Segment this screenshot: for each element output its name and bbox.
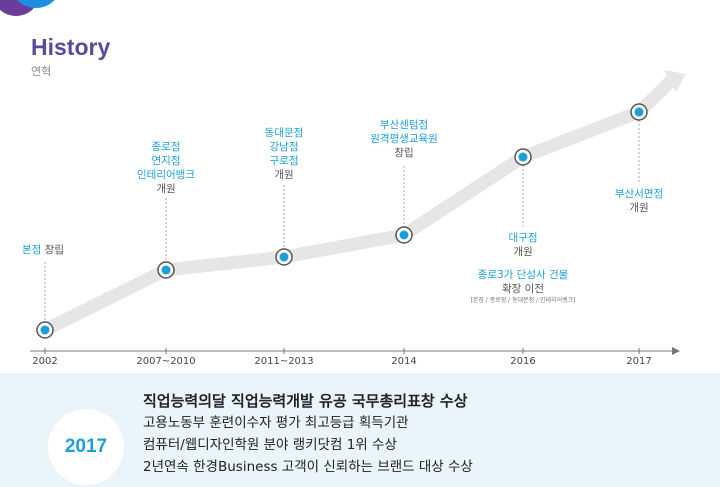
event-line: 원격평생교육원 [370, 133, 438, 145]
marker-2007 [157, 261, 175, 279]
event-2017: 부산서면점 개원 [599, 187, 679, 215]
page-subtitle: 연혁 [31, 65, 52, 78]
event-line: 종로3가 단성사 건물 [477, 269, 569, 281]
award-item: 고용노동부 훈련이수자 평가 최고등급 획득기관 [143, 415, 409, 431]
axis-label-2014: 2014 [391, 356, 417, 367]
event-line: 부산센텀점 [379, 119, 429, 131]
event-line: 연지점 [151, 155, 181, 167]
corner-decoration [0, 0, 55, 16]
event-line: 강남점 [269, 141, 299, 153]
marker-2002 [36, 321, 54, 339]
event-2016-daegu: 대구점 개원 [493, 231, 553, 259]
marker-2011 [275, 248, 293, 266]
timeline-markers [36, 103, 648, 339]
event-action: 개원 [274, 169, 294, 181]
axis-label-2007-2010: 2007~2010 [136, 356, 196, 367]
axis-label-2017: 2017 [626, 356, 652, 367]
award-item: 2년연속 한경Business 고객이 신뢰하는 브랜드 대상 수상 [143, 459, 473, 475]
event-line: 인테리어뱅크 [137, 169, 195, 181]
event-line: 동대문점 [264, 127, 304, 139]
event-line: 부산서면점 [614, 188, 664, 200]
x-axis [30, 347, 680, 355]
award-item: 컴퓨터/웹디자인학원 분야 랭키닷컴 1위 수상 [143, 437, 397, 453]
axis-label-2016: 2016 [510, 356, 536, 367]
event-action: 창립 [44, 244, 64, 256]
page-title: History [31, 34, 111, 60]
event-place: 본점 [22, 244, 42, 256]
timeline-graphic [30, 70, 686, 355]
event-line: 대구점 [508, 232, 538, 244]
event-2016-relocation: 종로3가 단성사 건물 확장 이전 [본점 / 종로점 / 동대문점 / 인테리… [453, 268, 593, 305]
awards-panel: 2017 직업능력의달 직업능력개발 유공 국무총리표창 수상 고용노동부 훈련… [0, 373, 720, 487]
marker-2017 [630, 103, 648, 121]
axis-label-2011-2013: 2011~2013 [254, 356, 314, 367]
event-action: 개원 [156, 183, 176, 195]
marker-2016 [514, 148, 532, 166]
event-action: 창립 [394, 147, 414, 159]
event-line: 종로점 [151, 141, 181, 153]
awards-list: 직업능력의달 직업능력개발 유공 국무총리표창 수상 고용노동부 훈련이수자 평… [143, 390, 473, 478]
marker-2014 [395, 226, 413, 244]
event-action: 개원 [629, 202, 649, 214]
connector-lines [44, 120, 640, 322]
event-2007: 종로점 연지점 인테리어뱅크 개원 [126, 140, 206, 196]
growth-arrow-head [664, 70, 686, 92]
axis-label-2002: 2002 [32, 356, 58, 367]
event-2011: 동대문점 강남점 구로점 개원 [244, 126, 324, 182]
event-action: 확장 이전 [502, 283, 544, 295]
event-note: [본점 / 종로점 / 동대문점 / 인테리어뱅크] [470, 297, 576, 304]
event-2002: 본점 창립 [22, 243, 64, 257]
year-badge: 2017 [48, 409, 124, 485]
page-header: History 연혁 [31, 34, 110, 79]
event-2014: 부산센텀점 원격평생교육원 창립 [354, 118, 454, 160]
event-action: 개원 [513, 246, 533, 258]
event-line: 구로점 [269, 155, 299, 167]
award-main: 직업능력의달 직업능력개발 유공 국무총리표창 수상 [143, 392, 468, 410]
